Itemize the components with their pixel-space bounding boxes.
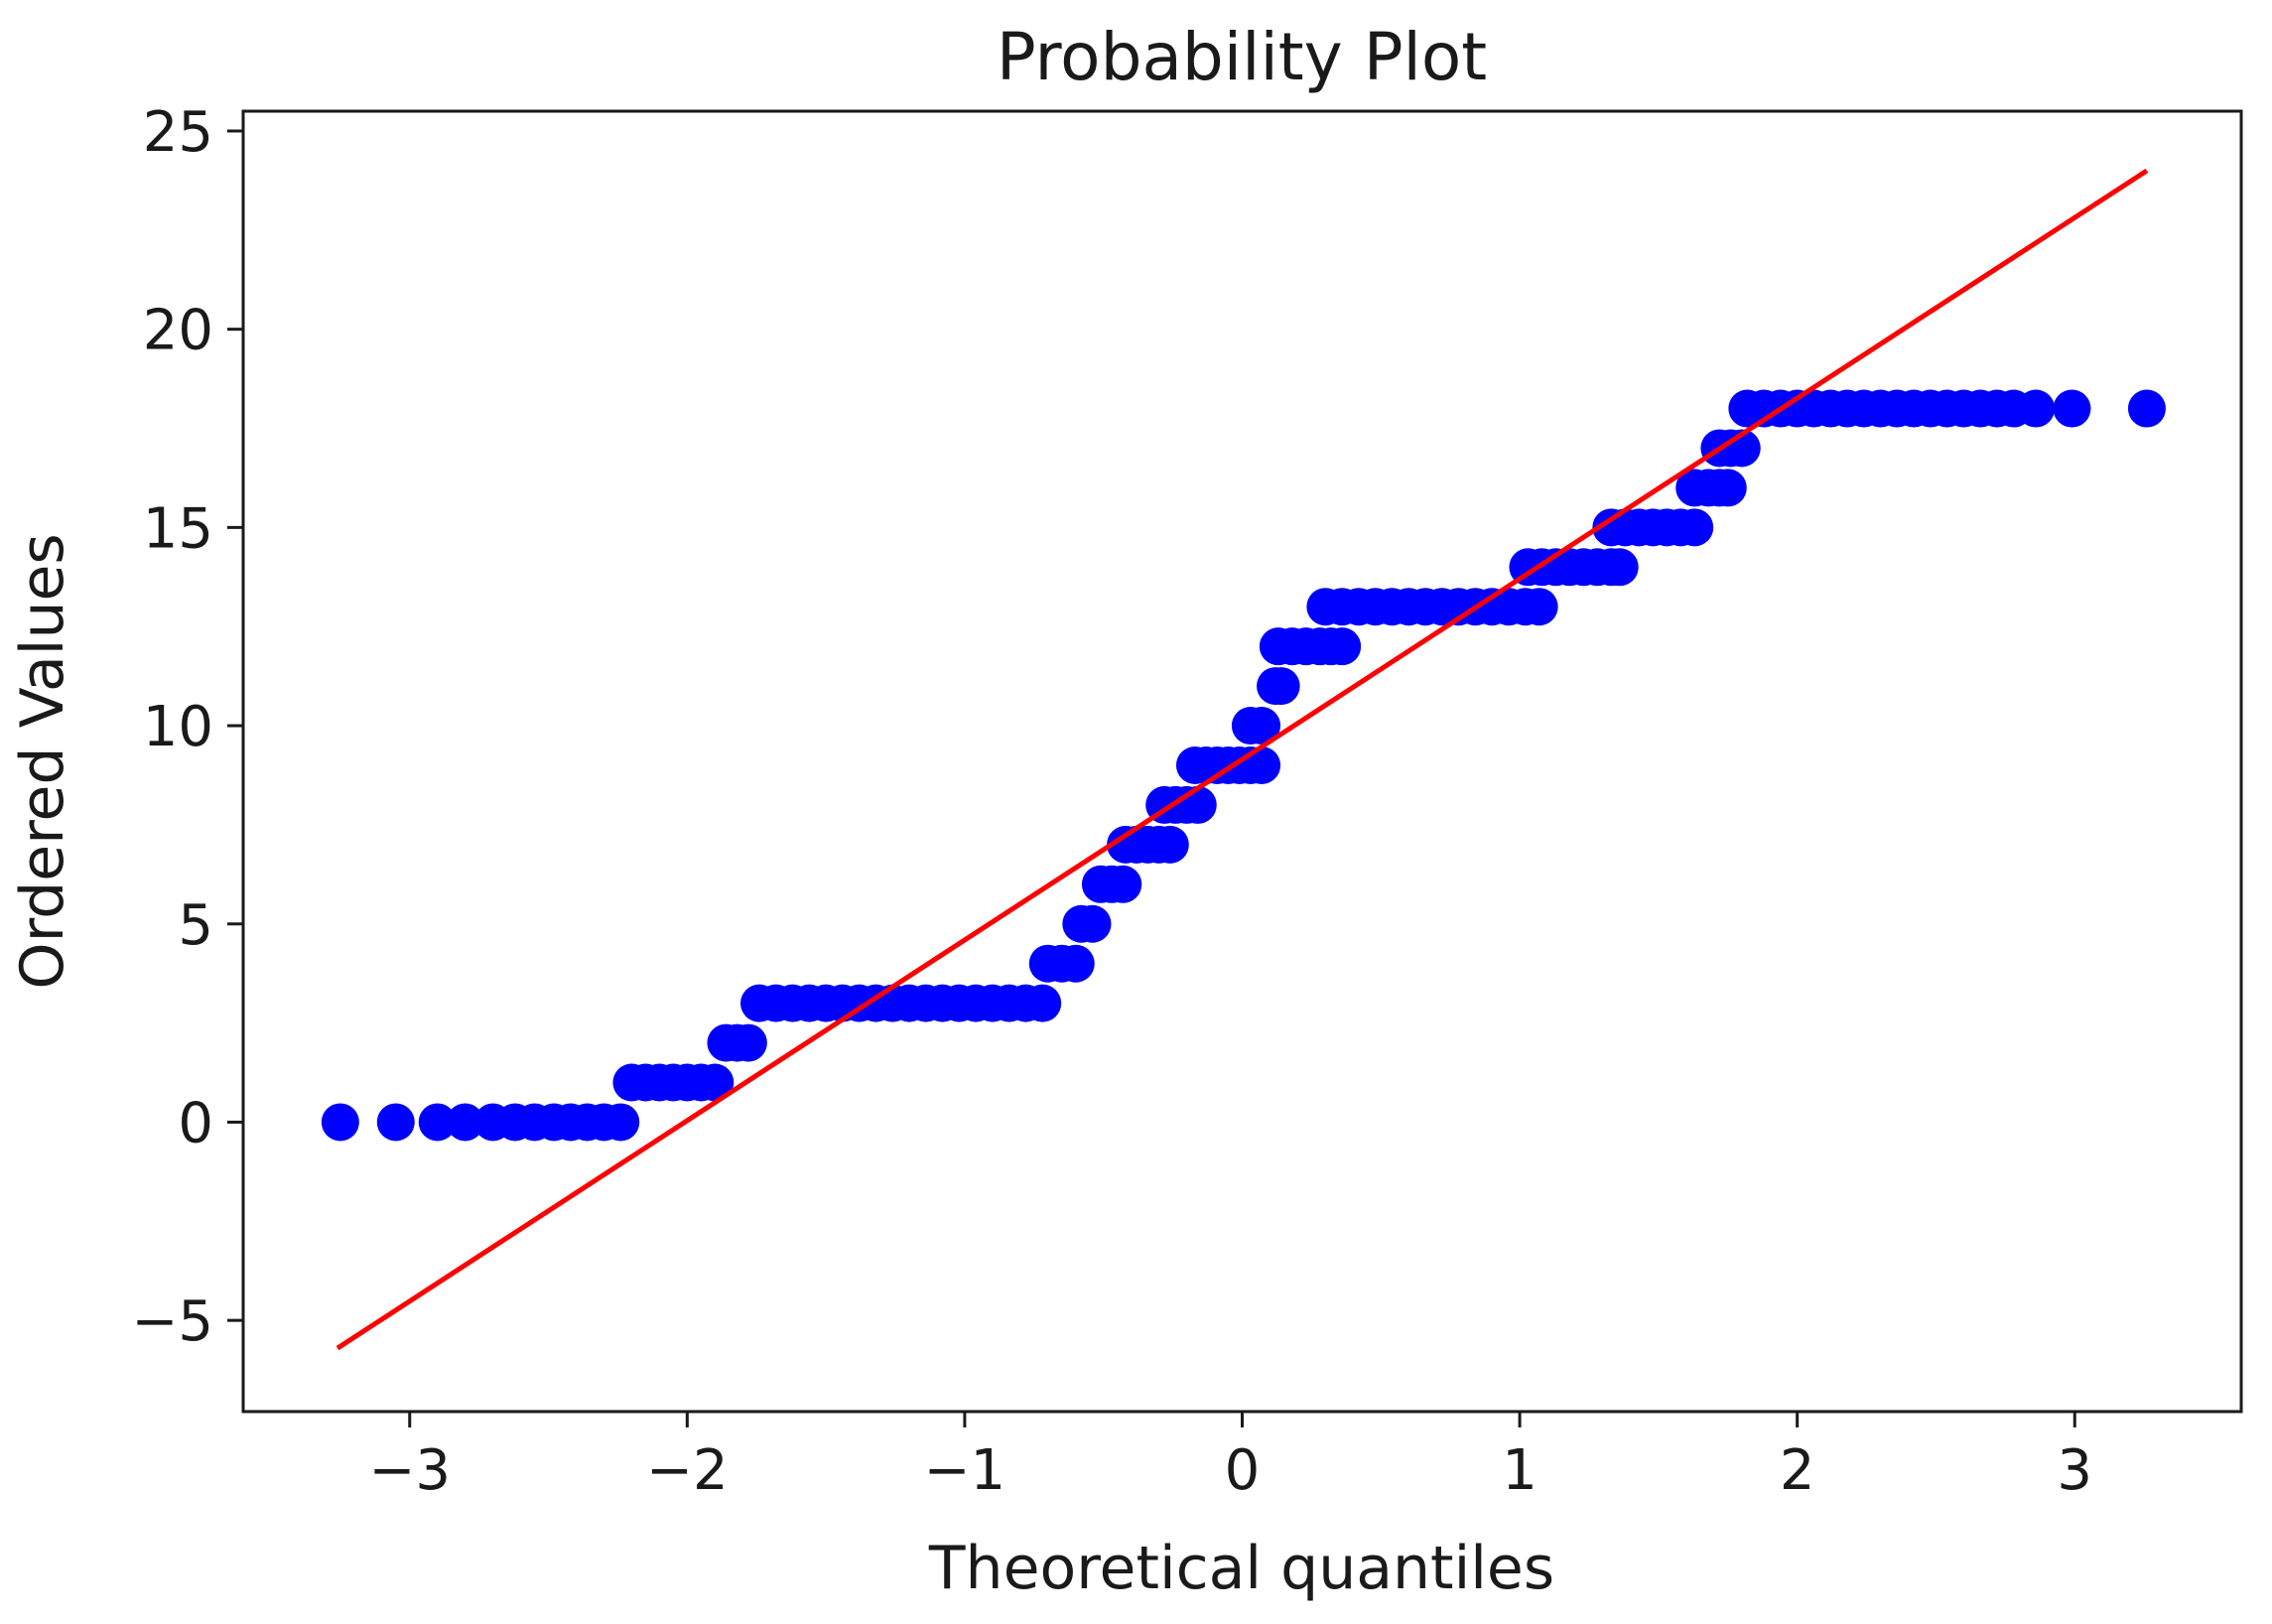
data-point xyxy=(1600,548,1639,587)
data-point xyxy=(1073,904,1112,943)
data-point xyxy=(729,1023,767,1062)
data-point xyxy=(1323,627,1362,666)
x-tick-label: 1 xyxy=(1502,1438,1537,1503)
fit-line-layer xyxy=(335,168,2149,1351)
x-tick-label: −2 xyxy=(646,1438,729,1503)
y-tick-label: −5 xyxy=(131,1289,213,1354)
data-point xyxy=(2127,389,2166,428)
data-point xyxy=(1708,469,1747,507)
data-point xyxy=(1023,984,1062,1022)
x-tick-label: 3 xyxy=(2057,1438,2092,1503)
data-point xyxy=(1262,667,1300,706)
data-point xyxy=(1520,588,1558,626)
y-axis-label: Ordered Values xyxy=(8,533,77,989)
y-tick-label: 25 xyxy=(143,100,213,165)
data-point xyxy=(2053,389,2091,428)
x-tick-label: 2 xyxy=(1780,1438,1815,1503)
data-point xyxy=(418,1103,457,1142)
data-point xyxy=(696,1063,735,1102)
x-axis-label: Theoretical quantiles xyxy=(928,1534,1554,1603)
data-point xyxy=(1178,785,1217,824)
x-tick-label: −3 xyxy=(368,1438,451,1503)
x-tick-label: 0 xyxy=(1225,1438,1261,1503)
data-point xyxy=(1243,745,1281,784)
data-point xyxy=(601,1103,640,1142)
x-axis-ticks: −3 −2 −1 0 1 2 3 xyxy=(368,1412,2092,1503)
data-point xyxy=(1104,865,1142,903)
data-point xyxy=(446,1103,484,1142)
y-tick-label: 10 xyxy=(143,695,213,759)
y-tick-label: 5 xyxy=(178,893,213,958)
y-tick-label: 20 xyxy=(143,299,213,363)
data-point xyxy=(1675,508,1714,547)
y-axis-ticks: −5 0 5 10 15 20 25 xyxy=(131,100,243,1354)
data-point xyxy=(2017,389,2056,428)
data-point xyxy=(321,1103,359,1142)
x-tick-label: −1 xyxy=(924,1438,1006,1503)
data-point xyxy=(1243,707,1281,745)
y-tick-label: 15 xyxy=(143,496,213,561)
fit-line xyxy=(335,168,2149,1351)
chart-title: Probability Plot xyxy=(997,19,1487,95)
data-point xyxy=(376,1103,415,1142)
data-point xyxy=(1150,825,1189,864)
data-point xyxy=(1056,944,1095,983)
y-tick-label: 0 xyxy=(178,1091,213,1155)
